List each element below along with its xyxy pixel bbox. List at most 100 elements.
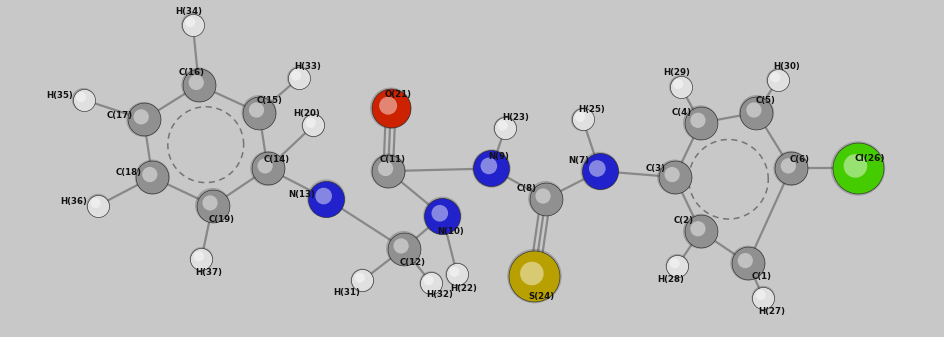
- Point: [291, 75, 306, 81]
- Point: [483, 166, 498, 171]
- Text: C(17): C(17): [107, 111, 132, 120]
- Point: [182, 20, 197, 25]
- Point: [191, 82, 206, 88]
- Point: [480, 163, 496, 168]
- Text: C(14): C(14): [263, 155, 289, 164]
- Point: [669, 263, 684, 269]
- Point: [527, 273, 542, 279]
- Text: C(2): C(2): [673, 216, 693, 225]
- Point: [382, 105, 397, 111]
- Point: [421, 278, 436, 283]
- Point: [185, 22, 200, 28]
- Point: [76, 97, 91, 102]
- Text: C(4): C(4): [671, 108, 691, 117]
- Point: [589, 166, 604, 171]
- Text: N(9): N(9): [487, 152, 508, 161]
- Point: [739, 261, 754, 266]
- Text: C(8): C(8): [516, 184, 536, 193]
- Point: [143, 172, 158, 177]
- Point: [497, 125, 513, 131]
- Point: [380, 168, 396, 174]
- Point: [692, 228, 707, 234]
- Point: [396, 246, 411, 251]
- Point: [291, 75, 306, 81]
- Point: [672, 84, 687, 89]
- Point: [205, 203, 220, 208]
- Point: [497, 125, 513, 131]
- Point: [144, 175, 160, 180]
- Point: [746, 107, 761, 113]
- Point: [780, 163, 795, 168]
- Point: [306, 123, 321, 128]
- Point: [755, 295, 770, 300]
- Point: [144, 175, 160, 180]
- Text: H(30): H(30): [772, 62, 800, 70]
- Text: H(37): H(37): [194, 268, 222, 277]
- Point: [692, 120, 707, 126]
- Text: C(5): C(5): [754, 96, 774, 105]
- Point: [575, 117, 590, 122]
- Point: [382, 105, 397, 111]
- Point: [537, 196, 552, 201]
- Point: [535, 193, 550, 199]
- Point: [767, 74, 783, 80]
- Point: [251, 110, 266, 115]
- Text: H(33): H(33): [294, 62, 320, 70]
- Point: [318, 196, 333, 201]
- Point: [783, 166, 798, 171]
- Point: [185, 22, 200, 28]
- Point: [74, 94, 89, 100]
- Point: [194, 256, 209, 262]
- Point: [133, 114, 148, 120]
- Point: [431, 211, 447, 216]
- Point: [592, 168, 607, 174]
- Point: [575, 117, 590, 122]
- Point: [690, 118, 705, 123]
- Point: [378, 166, 393, 171]
- Point: [669, 263, 684, 269]
- Text: N(10): N(10): [437, 227, 464, 236]
- Point: [91, 203, 106, 208]
- Point: [666, 175, 682, 180]
- Point: [260, 166, 275, 171]
- Point: [352, 275, 367, 280]
- Point: [423, 280, 438, 286]
- Text: H(34): H(34): [175, 6, 202, 16]
- Text: C(15): C(15): [256, 96, 282, 105]
- Point: [572, 114, 587, 120]
- Point: [670, 82, 685, 87]
- Point: [447, 269, 462, 274]
- Text: H(32): H(32): [426, 290, 453, 300]
- Point: [191, 82, 206, 88]
- Point: [739, 261, 754, 266]
- Point: [737, 258, 752, 263]
- Point: [380, 103, 396, 109]
- Point: [692, 120, 707, 126]
- Point: [749, 110, 764, 115]
- Text: C(12): C(12): [398, 258, 425, 267]
- Text: H(25): H(25): [578, 104, 604, 114]
- Text: H(35): H(35): [46, 91, 73, 100]
- Text: C(1): C(1): [750, 272, 771, 281]
- Text: N(13): N(13): [288, 190, 315, 199]
- Point: [666, 261, 682, 266]
- Point: [251, 110, 266, 115]
- Point: [434, 213, 449, 218]
- Point: [527, 273, 542, 279]
- Point: [354, 278, 369, 283]
- Text: O(21): O(21): [383, 90, 411, 99]
- Text: N(7): N(7): [567, 156, 588, 165]
- Point: [136, 117, 151, 122]
- Point: [592, 168, 607, 174]
- Point: [752, 292, 767, 298]
- Text: S(24): S(24): [528, 292, 554, 301]
- Point: [524, 271, 539, 276]
- Point: [91, 203, 106, 208]
- Text: C(6): C(6): [788, 155, 809, 164]
- Point: [191, 253, 206, 259]
- Text: H(28): H(28): [656, 275, 683, 284]
- Point: [769, 77, 784, 83]
- Point: [449, 272, 464, 277]
- Point: [306, 123, 321, 128]
- Text: C(16): C(16): [178, 68, 205, 78]
